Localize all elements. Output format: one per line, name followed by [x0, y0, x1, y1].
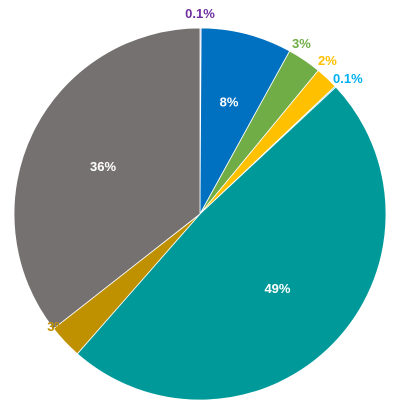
pie-slice-2	[199, 27, 291, 215]
pie-labels: 0.1% 8% 3% 2% 0.1% 49% 3% 36%	[47, 6, 363, 334]
slice-label-5: 0.1%	[333, 71, 363, 86]
pie-slices	[13, 27, 387, 400]
slice-label-8: 36%	[90, 159, 116, 174]
slice-label-2: 8%	[220, 94, 239, 109]
slice-label-6: 49%	[264, 281, 290, 296]
pie-slice-6	[76, 86, 387, 400]
slice-label-4: 2%	[318, 53, 337, 68]
slice-label-1: 0.1%	[185, 6, 215, 21]
pie-slice-8	[13, 27, 201, 330]
slice-label-3: 3%	[292, 36, 311, 51]
slice-label-7: 3%	[47, 319, 66, 334]
